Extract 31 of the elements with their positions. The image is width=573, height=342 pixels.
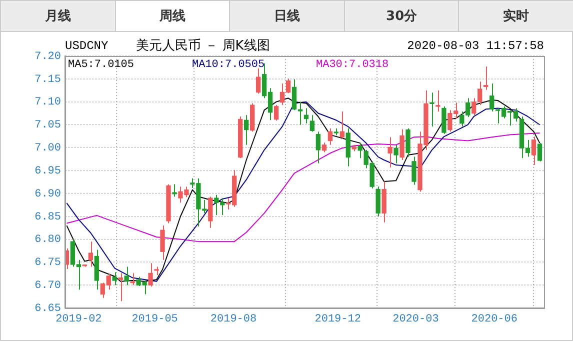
text: MA30:7.0318 xyxy=(316,58,389,71)
x-tick-label: 2020-06 xyxy=(471,314,518,326)
chart-title: 美元人民币 － 周K线图 xyxy=(136,37,270,54)
y-tick-label: 6.85 xyxy=(34,211,61,224)
text: 日线 xyxy=(229,0,345,31)
y-tick-label: 7.15 xyxy=(34,74,61,86)
y-tick-label: 6.95 xyxy=(34,165,61,178)
text: 月线 xyxy=(0,0,116,31)
y-tick-label: 6.90 xyxy=(34,188,61,200)
x-tick-label: 2019-02 xyxy=(56,314,102,326)
y-tick-label: 6.75 xyxy=(34,257,61,270)
x-tick-label: 2019-12 xyxy=(314,314,361,326)
text: MA10:7.0505 xyxy=(192,58,265,71)
y-tick-label: 6.80 xyxy=(34,234,61,246)
y-tick-label: 7.20 xyxy=(34,50,61,63)
text: MA5:7.0105 xyxy=(68,58,134,71)
y-tick-label: 6.65 xyxy=(34,302,61,315)
x-tick-label: 2019-05 xyxy=(132,314,178,326)
text: 2020-08-03 11:57:58 xyxy=(407,39,544,54)
y-tick-label: 7.05 xyxy=(34,120,61,132)
y-tick-label: 7.00 xyxy=(34,142,61,155)
text: 实时 xyxy=(458,0,573,31)
text: 周线 xyxy=(114,0,230,31)
x-tick-label: 2020-03 xyxy=(392,314,439,326)
candlestick xyxy=(334,128,338,136)
y-tick-label: 6.70 xyxy=(34,280,61,292)
candlestick xyxy=(154,266,159,276)
y-tick-label: 7.10 xyxy=(34,96,61,109)
x-tick-label: 2019-08 xyxy=(210,314,257,326)
chart-subtitle: USDCNY xyxy=(65,39,108,54)
text: 30分 xyxy=(344,0,460,31)
